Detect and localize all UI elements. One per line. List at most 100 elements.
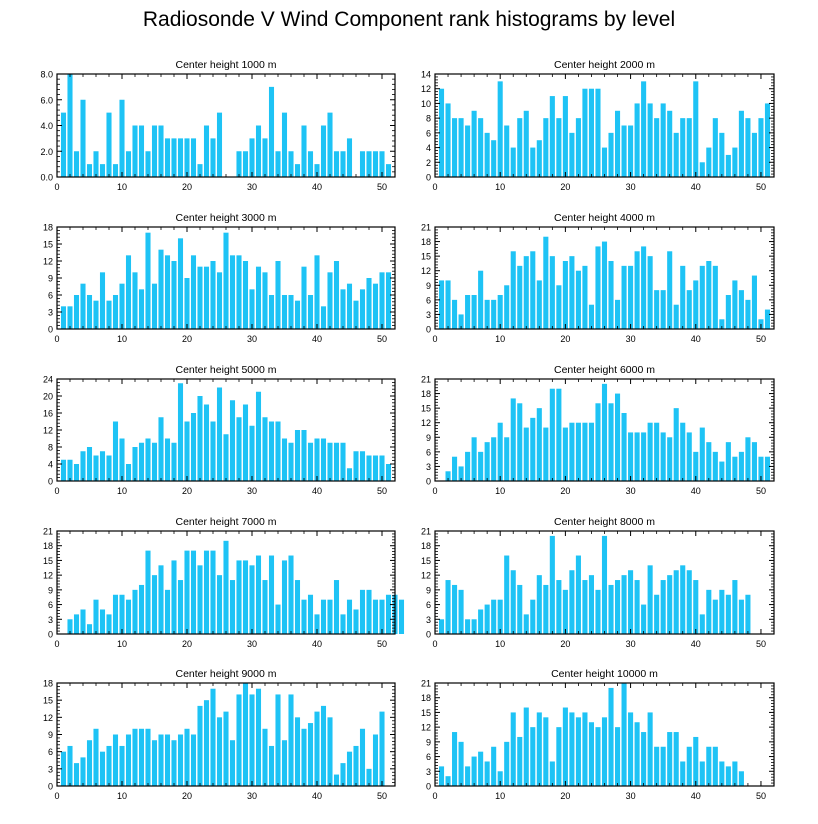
x-tick-label: 40 (691, 334, 701, 344)
histogram-bar (517, 403, 523, 481)
histogram-bar (171, 740, 177, 786)
histogram-bar (595, 403, 601, 481)
histogram-bar (366, 278, 372, 329)
histogram-bar (340, 151, 346, 177)
histogram-bar (327, 272, 333, 329)
histogram-bar (582, 712, 588, 786)
histogram-panel: Center height 7000 m 0 3 6 9 12 15 18 21 0 10 20 30 4… (43, 516, 405, 649)
histogram-bar (112, 594, 119, 634)
histogram-bar (654, 594, 660, 634)
histogram-bar (491, 599, 497, 634)
histogram-bar (99, 164, 106, 177)
histogram-bar (86, 624, 93, 634)
histogram-bar (484, 761, 490, 786)
y-tick-label: 18 (421, 541, 431, 551)
x-tick-label: 50 (756, 334, 766, 344)
histogram-bar (80, 283, 86, 329)
histogram-bar (106, 300, 112, 329)
y-tick-label: 4.0 (40, 121, 53, 131)
histogram-bar (452, 456, 458, 481)
histogram-bar (132, 589, 138, 634)
histogram-bar (732, 456, 738, 481)
histogram-bar (614, 110, 621, 177)
histogram-bar (738, 290, 744, 329)
histogram-panel: Center height 4000 m 0 3 6 9 12 15 18 21 0 10 20 30 4… (421, 212, 775, 344)
histogram-bar (764, 456, 771, 481)
histogram-bar (725, 295, 731, 329)
y-tick-label: 15 (43, 240, 53, 250)
histogram-bar (562, 96, 568, 177)
y-tick-label: 20 (43, 392, 53, 402)
histogram-bar (621, 683, 627, 786)
histogram-bar (255, 391, 262, 481)
histogram-bar (706, 589, 712, 634)
histogram-bar (569, 132, 575, 177)
histogram-bar (588, 88, 595, 177)
histogram-bar (588, 722, 595, 786)
histogram-bar (510, 570, 516, 634)
histogram-bar (686, 290, 692, 329)
histogram-bar (549, 96, 555, 177)
histogram-bar (93, 455, 99, 481)
histogram-bar (177, 580, 184, 634)
histogram-bar (673, 570, 679, 634)
histogram-bar (132, 447, 138, 481)
histogram-bar (184, 421, 190, 481)
y-tick-label: 21 (421, 375, 431, 385)
x-tick-label: 10 (495, 791, 505, 801)
x-tick-label: 40 (312, 639, 322, 649)
histogram-bar (699, 761, 705, 786)
histogram-bar (145, 728, 151, 786)
histogram-bar (595, 727, 601, 786)
histogram-bar (719, 589, 725, 634)
histogram-bar (732, 761, 738, 786)
histogram-bar (465, 619, 471, 634)
histogram-bar (628, 432, 634, 481)
histogram-bar (536, 280, 542, 329)
histogram-bar (112, 295, 119, 329)
y-tick-label: 6.0 (40, 95, 53, 105)
x-tick-label: 50 (377, 486, 387, 496)
histogram-bar (119, 745, 125, 786)
y-tick-label: 15 (43, 556, 53, 566)
histogram-bar (151, 442, 158, 481)
histogram-bar (119, 99, 125, 177)
histogram-bar (372, 599, 379, 634)
histogram-bar (738, 599, 744, 634)
x-tick-label: 0 (432, 639, 437, 649)
histogram-bar (556, 118, 562, 177)
histogram-bar (132, 272, 138, 329)
y-tick-label: 3 (426, 767, 431, 777)
histogram-bar (556, 727, 562, 786)
histogram-bar (647, 256, 653, 329)
x-tick-label: 20 (182, 791, 192, 801)
x-tick-label: 10 (117, 334, 127, 344)
histogram-bar (738, 771, 744, 786)
histogram-bar (138, 125, 145, 177)
histogram-bar (359, 289, 366, 329)
x-tick-label: 30 (626, 639, 636, 649)
histogram-bar (536, 712, 542, 786)
x-tick-label: 10 (117, 182, 127, 192)
histogram-bar (132, 728, 138, 786)
x-tick-label: 10 (117, 486, 127, 496)
histogram-bar (543, 717, 549, 786)
histogram-bar (575, 118, 581, 177)
histogram-bar (307, 151, 314, 177)
histogram-bar (569, 712, 575, 786)
x-tick-label: 30 (247, 486, 257, 496)
histogram-bar (712, 118, 718, 177)
histogram-bar (504, 437, 510, 481)
histogram-bar (614, 393, 621, 481)
histogram-bar (634, 722, 640, 786)
histogram-bar (93, 300, 99, 329)
histogram-bar (523, 707, 529, 786)
histogram-bar (379, 455, 385, 481)
histogram-bar (621, 413, 627, 481)
histogram-bar (751, 132, 757, 177)
histogram-bar (562, 589, 568, 634)
histogram-bar (242, 261, 249, 329)
histogram-bar (125, 599, 132, 634)
histogram-bar (478, 118, 484, 177)
histogram-bar (314, 255, 320, 329)
